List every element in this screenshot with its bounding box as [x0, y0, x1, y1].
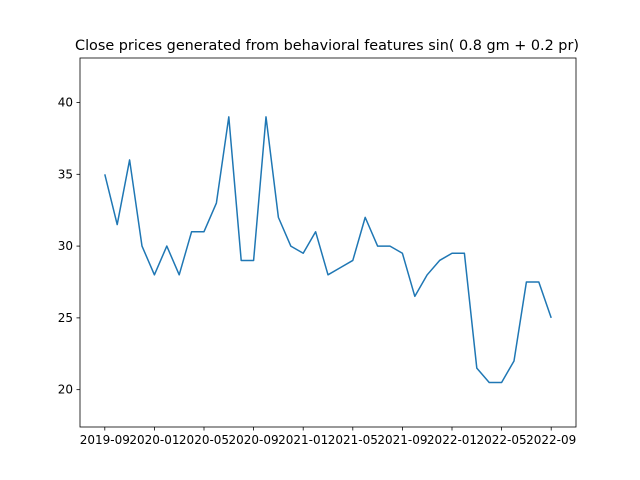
- x-tick-label: 2019-09: [80, 433, 130, 447]
- y-tick-label: 30: [58, 239, 73, 253]
- x-tick-label: 2022-05: [477, 433, 527, 447]
- y-tick-label: 25: [58, 311, 73, 325]
- x-tick-label: 2020-05: [179, 433, 229, 447]
- x-tick-label: 2020-09: [229, 433, 279, 447]
- x-tick-label: 2021-05: [328, 433, 378, 447]
- chart-title: Close prices generated from behavioral f…: [75, 38, 579, 54]
- x-tick-label: 2021-01: [278, 433, 328, 447]
- x-tick-label: 2021-09: [377, 433, 427, 447]
- x-tick-label: 2022-01: [427, 433, 477, 447]
- y-tick-label: 40: [58, 96, 73, 110]
- axes-frame: [79, 57, 577, 428]
- y-tick-label: 20: [58, 383, 73, 397]
- y-tick-label: 35: [58, 167, 73, 181]
- line-series: [104, 116, 552, 384]
- x-tick-label: 2020-01: [129, 433, 179, 447]
- x-tick-label: 2022-09: [526, 433, 576, 447]
